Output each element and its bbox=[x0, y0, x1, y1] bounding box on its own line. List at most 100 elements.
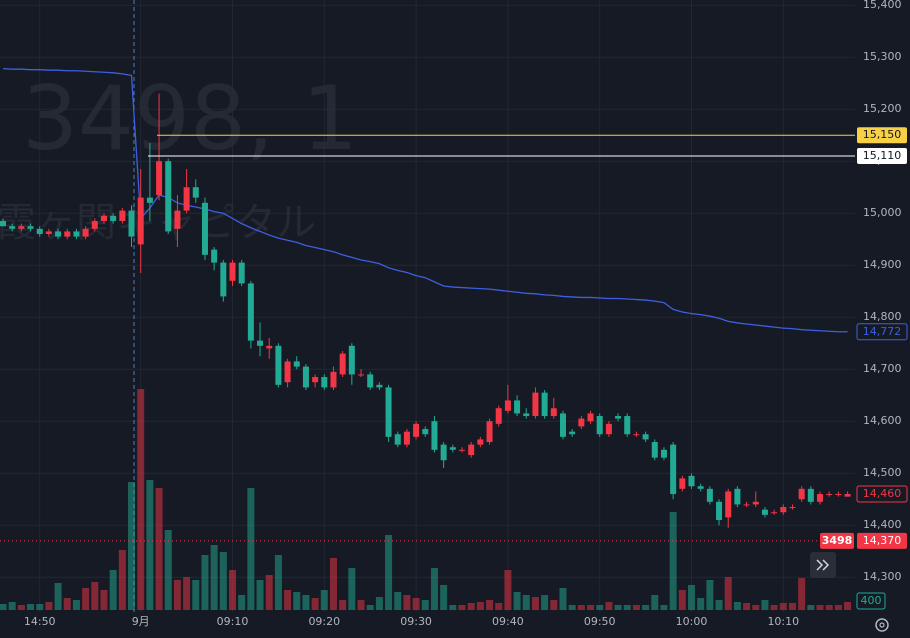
y-tick-label: 14,300 bbox=[863, 570, 902, 583]
volume-bar bbox=[596, 605, 604, 610]
candle-body bbox=[798, 488, 805, 500]
volume-bar bbox=[458, 605, 466, 610]
volume-bar bbox=[761, 600, 769, 610]
volume-bar bbox=[559, 588, 567, 610]
candle-body bbox=[275, 345, 282, 385]
candle-body bbox=[82, 228, 89, 237]
volume-bar bbox=[219, 552, 227, 610]
candle-body bbox=[468, 444, 475, 456]
volume-bar bbox=[743, 603, 751, 610]
volume-bar bbox=[403, 595, 411, 610]
volume-bar bbox=[109, 570, 117, 610]
candle-body bbox=[826, 494, 833, 496]
volume-bar bbox=[8, 602, 16, 610]
candle-body bbox=[670, 444, 677, 495]
volume-bar bbox=[17, 605, 25, 610]
volume-bar bbox=[752, 605, 760, 610]
candle-body bbox=[679, 478, 686, 489]
vwap-line bbox=[2, 67, 848, 333]
y-tick-label: 15,400 bbox=[863, 0, 902, 11]
volume-bar bbox=[385, 535, 393, 610]
volume-bar bbox=[669, 512, 677, 610]
candle-body bbox=[45, 231, 52, 235]
candle-body bbox=[725, 491, 732, 518]
volume-bar bbox=[486, 600, 494, 610]
candle-body bbox=[706, 488, 713, 502]
candle-body bbox=[266, 345, 273, 349]
volume-bar bbox=[476, 602, 484, 610]
candle-body bbox=[64, 231, 71, 237]
candle-body bbox=[440, 444, 447, 461]
candle-body bbox=[403, 431, 410, 445]
volume-bar bbox=[229, 570, 236, 610]
volume-bar bbox=[660, 605, 668, 610]
volume-bar bbox=[623, 605, 631, 610]
candle-body bbox=[633, 434, 640, 436]
candle-body bbox=[422, 429, 429, 435]
volume-bar bbox=[798, 578, 806, 610]
volume-bar bbox=[100, 590, 108, 610]
candle-body bbox=[146, 197, 153, 203]
candle-body bbox=[55, 231, 62, 237]
marker-tag-box bbox=[820, 532, 854, 549]
volume-bar bbox=[274, 555, 282, 610]
volume-bar bbox=[72, 600, 80, 610]
candle-body bbox=[596, 416, 603, 435]
volume-bar bbox=[495, 603, 503, 610]
volume-bar bbox=[348, 568, 356, 610]
candle-body bbox=[789, 507, 796, 509]
candle-body bbox=[569, 431, 576, 435]
volume-bar bbox=[357, 600, 365, 610]
volume-bar bbox=[302, 595, 310, 610]
price-line-label: 15,110 bbox=[863, 149, 902, 162]
candle-body bbox=[183, 187, 190, 211]
candle-body bbox=[36, 228, 43, 235]
marker-tag: 3498 bbox=[822, 534, 853, 547]
candle-body bbox=[339, 353, 346, 375]
candle-body bbox=[761, 509, 768, 515]
candle-body bbox=[110, 215, 117, 222]
candle-body bbox=[330, 371, 337, 388]
candle-body bbox=[495, 408, 502, 424]
volume-bar bbox=[137, 389, 145, 610]
candle-body bbox=[523, 413, 530, 417]
vwap-label-box bbox=[856, 323, 908, 341]
candle-body bbox=[165, 161, 172, 232]
volume-bar bbox=[82, 588, 90, 610]
volume-bar bbox=[54, 583, 62, 610]
volume-bar bbox=[605, 602, 613, 610]
candle-body bbox=[477, 439, 484, 445]
volume-bar bbox=[825, 605, 833, 610]
volume-bar bbox=[0, 604, 7, 610]
candle-body bbox=[385, 387, 392, 437]
candle-body bbox=[119, 210, 126, 222]
candle-body bbox=[257, 340, 264, 346]
candle-body bbox=[394, 434, 401, 445]
volume-bar bbox=[430, 568, 438, 610]
candle-body bbox=[376, 384, 383, 388]
scroll-button[interactable] bbox=[810, 552, 836, 578]
volume-bar bbox=[678, 590, 686, 610]
x-tick-label: 09:30 bbox=[400, 615, 432, 628]
volume-bar bbox=[265, 575, 273, 610]
candle-body bbox=[716, 501, 723, 521]
y-tick-label: 15,200 bbox=[863, 102, 902, 115]
candle-body bbox=[229, 262, 236, 281]
candle-body bbox=[348, 345, 355, 375]
volume-bar bbox=[329, 558, 337, 610]
volume-bar bbox=[733, 602, 741, 610]
candle-body bbox=[697, 486, 704, 489]
y-tick-label: 14,500 bbox=[863, 466, 902, 479]
candle-body bbox=[9, 226, 16, 229]
candle-body bbox=[624, 416, 631, 435]
candle-body bbox=[27, 226, 34, 229]
candle-body bbox=[660, 449, 667, 458]
settings-button[interactable] bbox=[875, 618, 889, 632]
y-tick-label: 14,400 bbox=[863, 518, 902, 531]
volume-bar bbox=[467, 603, 475, 610]
candle-body bbox=[752, 501, 759, 505]
volume-bar bbox=[155, 488, 163, 610]
volume-bar bbox=[247, 488, 255, 610]
volume-bar bbox=[394, 592, 402, 610]
